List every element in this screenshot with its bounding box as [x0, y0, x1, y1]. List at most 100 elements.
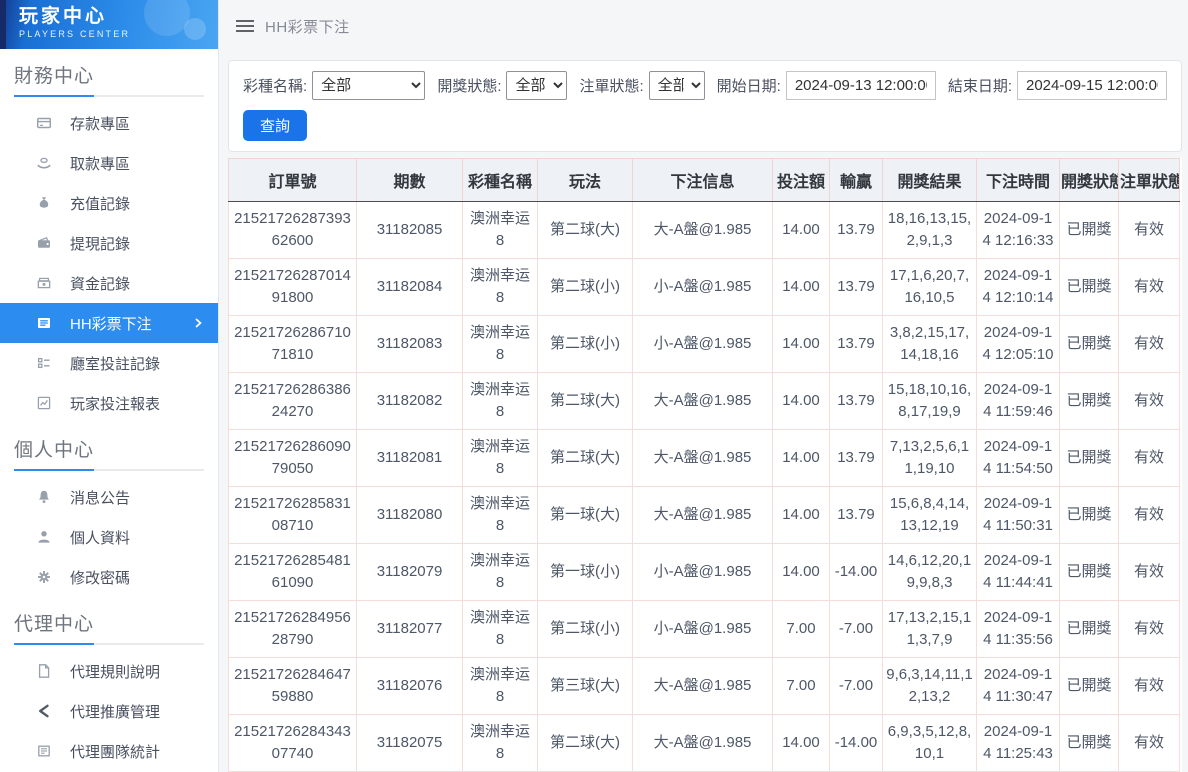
sidebar-item-moneybag[interactable]: 充值記錄 [14, 183, 204, 223]
start-date-label: 開始日期: [716, 78, 781, 95]
sidebar-item-withdraw-hand[interactable]: 取款專區 [14, 143, 204, 183]
cell-draw-status: 已開獎 [1059, 429, 1119, 487]
lottery-name-label: 彩種名稱: [243, 78, 308, 95]
cell-draw-result: 18,16,13,15,2,9,1,3 [882, 201, 977, 259]
column-header-order-status: 注單狀態 [1118, 158, 1180, 202]
cell-lottery-name: 澳洲幸运8 [462, 600, 538, 658]
topbar: HH彩票下注 [220, 0, 1188, 52]
cell-play-type: 第二球(小) [537, 315, 633, 373]
document-icon [36, 663, 52, 679]
cell-order-no: 2152172628701491800 [228, 258, 357, 316]
cell-bet-time: 2024-09-14 12:16:33 [976, 201, 1060, 259]
cell-bet-amount: 7.00 [772, 600, 830, 658]
sidebar: 玩家中心 PLAYERS CENTER 財務中心存款專區取款專區充值記錄 提現記錄… [0, 0, 219, 772]
table-row: 2152172628464759880 31182076 澳洲幸运8 第三球(大) 大-… [228, 657, 1180, 715]
sidebar-section-title: 個人中心 [14, 440, 95, 461]
cell-order-status: 有效 [1118, 486, 1180, 544]
cell-order-status: 有效 [1118, 201, 1180, 259]
cell-order-no: 2152172628464759880 [228, 657, 357, 715]
section-divider [14, 469, 204, 471]
cell-bet-amount: 14.00 [772, 486, 830, 544]
column-header-bet-amount: 投注額 [772, 158, 830, 202]
start-date-input[interactable] [785, 71, 936, 100]
cell-draw-status: 已開獎 [1059, 372, 1119, 430]
cell-lottery-name: 澳洲幸运8 [462, 714, 538, 772]
cell-order-status: 有效 [1118, 543, 1180, 601]
cell-lottery-name: 澳洲幸运8 [462, 258, 538, 316]
cell-draw-result: 17,13,2,15,11,3,7,9 [882, 600, 977, 658]
breadcrumb: HH彩票下注 [265, 18, 350, 36]
sidebar-nav: 財務中心存款專區取款專區充值記錄 提現記錄 資金記錄 HH彩票下注廳室投註記錄 玩家投注… [0, 61, 218, 772]
app-logo: 玩家中心 PLAYERS CENTER [0, 0, 218, 49]
end-date-label: 結束日期: [947, 78, 1012, 95]
column-header-draw-result: 開獎結果 [882, 158, 977, 202]
sidebar-item-share[interactable]: 代理推廣管理 [14, 691, 204, 731]
cell-bet-amount: 14.00 [772, 258, 830, 316]
moneybag-icon [36, 195, 52, 211]
app-subtitle: PLAYERS CENTER [19, 29, 131, 39]
table-row: 2152172628434307740 31182075 澳洲幸运8 第二球(大) 大-… [228, 714, 1180, 772]
draw-status-select[interactable]: 全部 [506, 71, 568, 100]
main-content: HH彩票下注 彩種名稱: 全部 開獎狀態: 全部 注單狀態: 全部 開始日期: … [220, 0, 1188, 772]
cell-bet-time: 2024-09-14 11:25:43 [976, 714, 1060, 772]
sidebar-item-wallet[interactable]: 提現記錄 [14, 223, 204, 263]
sidebar-item-document[interactable]: 代理規則說明 [14, 651, 204, 691]
sidebar-item-stats[interactable]: 代理團隊統計 [14, 731, 204, 771]
cell-draw-status: 已開獎 [1059, 714, 1119, 772]
sidebar-item-bell[interactable]: 消息公告 [14, 477, 204, 517]
lottery-name-select[interactable]: 全部 [312, 71, 426, 100]
sidebar-item-clipboard-list[interactable]: 廳室投註記錄 [14, 343, 204, 383]
cell-order-no: 2152172628495628790 [228, 600, 357, 658]
cell-play-type: 第二球(大) [537, 714, 633, 772]
chevron-right-icon [192, 316, 204, 330]
hamburger-menu-icon[interactable] [236, 19, 254, 33]
sidebar-item-banknote[interactable]: 資金記錄 [14, 263, 204, 303]
cell-order-no: 2152172628548161090 [228, 543, 357, 601]
cell-bet-time: 2024-09-14 11:35:56 [976, 600, 1060, 658]
cell-period: 31182084 [356, 258, 463, 316]
cell-bet-info: 小-A盤@1.985 [632, 258, 773, 316]
sidebar-item-ticket-list[interactable]: HH彩票下注 [0, 303, 218, 343]
draw-status-label: 開獎狀態: [437, 78, 502, 95]
cell-bet-info: 大-A盤@1.985 [632, 486, 773, 544]
sidebar-item-label: 廳室投註記錄 [70, 355, 161, 373]
order-status-select[interactable]: 全部 [648, 71, 705, 100]
bet-records-table: 訂單號期數彩種名稱玩法下注信息投注額輸贏開獎結果下注時間開獎狀態注單狀態 215… [228, 158, 1180, 772]
sidebar-item-label: 代理推廣管理 [70, 703, 161, 721]
sidebar-item-deposit-card[interactable]: 存款專區 [14, 103, 204, 143]
cell-bet-info: 小-A盤@1.985 [632, 600, 773, 658]
sidebar-item-label: 取款專區 [70, 155, 131, 173]
cell-win-loss: 13.79 [829, 201, 883, 259]
cell-win-loss: -14.00 [829, 543, 883, 601]
end-date-input[interactable] [1017, 71, 1167, 100]
sidebar-section-title: 財務中心 [14, 66, 95, 87]
cell-draw-status: 已開獎 [1059, 258, 1119, 316]
user-icon [36, 529, 52, 545]
query-button[interactable]: 查詢 [243, 110, 308, 141]
sidebar-item-user[interactable]: 個人資料 [14, 517, 204, 557]
cell-win-loss: 13.79 [829, 429, 883, 487]
cell-draw-result: 3,8,2,15,17,14,18,16 [882, 315, 977, 373]
cell-lottery-name: 澳洲幸运8 [462, 486, 538, 544]
cell-bet-amount: 14.00 [772, 543, 830, 601]
cell-draw-status: 已開獎 [1059, 315, 1119, 373]
cell-draw-result: 15,6,8,4,14,13,12,19 [882, 486, 977, 544]
column-header-bet-time: 下注時間 [976, 158, 1060, 202]
cell-play-type: 第二球(大) [537, 372, 633, 430]
cell-draw-result: 17,1,6,20,7,16,10,5 [882, 258, 977, 316]
cell-period: 31182085 [356, 201, 463, 259]
sidebar-item-report-chart[interactable]: 玩家投注報表 [14, 383, 204, 423]
sidebar-section: 個人中心消息公告 個人資料 修改密碼 [0, 435, 218, 597]
cell-bet-info: 大-A盤@1.985 [632, 714, 773, 772]
cell-period: 31182079 [356, 543, 463, 601]
cell-play-type: 第三球(大) [537, 657, 633, 715]
sidebar-item-label: 玩家投注報表 [70, 395, 161, 413]
cell-lottery-name: 澳洲幸运8 [462, 429, 538, 487]
sidebar-item-gear[interactable]: 修改密碼 [14, 557, 204, 597]
table-row: 2152172628739362600 31182085 澳洲幸运8 第二球(大) 大-… [228, 201, 1180, 259]
cell-order-status: 有效 [1118, 714, 1180, 772]
cell-period: 31182083 [356, 315, 463, 373]
cell-win-loss: 13.79 [829, 258, 883, 316]
cell-bet-info: 大-A盤@1.985 [632, 429, 773, 487]
section-divider [14, 643, 204, 645]
